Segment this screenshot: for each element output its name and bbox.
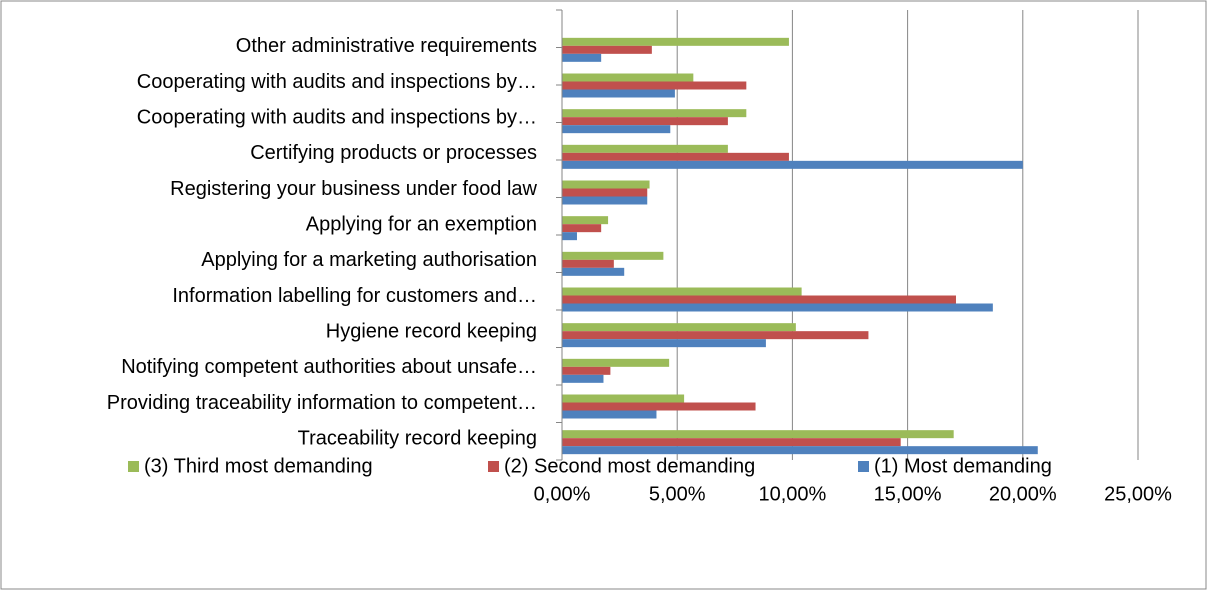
legend-label: (1) Most demanding bbox=[874, 455, 1052, 477]
x-tick-label: 10,00% bbox=[758, 483, 826, 505]
y-tick-label: Applying for an exemption bbox=[306, 213, 537, 235]
y-tick-label: Registering your business under food law bbox=[170, 178, 537, 200]
bar bbox=[562, 331, 869, 340]
bar bbox=[562, 180, 650, 189]
bar bbox=[562, 323, 796, 332]
y-tick-label: Notifying competent authorities about un… bbox=[121, 356, 537, 378]
bar bbox=[562, 125, 671, 134]
bar bbox=[562, 109, 747, 118]
y-tick-label: Traceability record keeping bbox=[298, 427, 537, 449]
bar bbox=[562, 224, 602, 233]
legend-label: (3) Third most demanding bbox=[144, 455, 373, 477]
bar bbox=[562, 160, 1023, 169]
x-tick-label: 5,00% bbox=[649, 483, 706, 505]
bar bbox=[562, 216, 609, 225]
y-tick-label: Certifying products or processes bbox=[250, 142, 537, 164]
bar bbox=[562, 251, 664, 260]
x-tick-label: 0,00% bbox=[534, 483, 591, 505]
y-tick-label: Other administrative requirements bbox=[236, 35, 537, 57]
y-tick-label: Information labelling for customers and… bbox=[172, 285, 537, 307]
bar bbox=[562, 446, 1038, 455]
bar bbox=[562, 339, 766, 348]
x-tick-label: 25,00% bbox=[1104, 483, 1172, 505]
y-tick-label: Hygiene record keeping bbox=[326, 320, 537, 342]
bar bbox=[562, 188, 648, 197]
y-tick-label: Applying for a marketing authorisation bbox=[201, 249, 537, 271]
legend-swatch bbox=[488, 461, 499, 472]
bar bbox=[562, 410, 657, 419]
bar bbox=[562, 196, 648, 205]
x-tick-label: 15,00% bbox=[874, 483, 942, 505]
legend-swatch bbox=[128, 461, 139, 472]
bar bbox=[562, 37, 789, 46]
bar bbox=[562, 295, 956, 304]
bar bbox=[562, 45, 652, 54]
bar bbox=[562, 259, 614, 268]
bar bbox=[562, 117, 728, 126]
bar bbox=[562, 89, 675, 98]
y-tick-label: Cooperating with audits and inspections … bbox=[137, 71, 537, 93]
bar bbox=[562, 366, 611, 375]
legend-swatch bbox=[858, 461, 869, 472]
bar bbox=[562, 430, 954, 439]
bar bbox=[562, 267, 625, 276]
bar bbox=[562, 438, 901, 447]
x-tick-label: 20,00% bbox=[989, 483, 1057, 505]
bar bbox=[562, 152, 789, 161]
bar bbox=[562, 81, 747, 90]
bar bbox=[562, 303, 993, 312]
bar bbox=[562, 394, 685, 403]
bar bbox=[562, 287, 802, 296]
y-tick-label: Providing traceability information to co… bbox=[107, 392, 537, 414]
y-tick-label: Cooperating with audits and inspections … bbox=[137, 106, 537, 128]
bar bbox=[562, 144, 728, 153]
bar bbox=[562, 73, 694, 82]
bar bbox=[562, 53, 602, 62]
bar bbox=[562, 374, 604, 383]
legend-label: (2) Second most demanding bbox=[504, 455, 755, 477]
bar bbox=[562, 358, 670, 367]
bar bbox=[562, 232, 577, 241]
bar bbox=[562, 402, 756, 411]
